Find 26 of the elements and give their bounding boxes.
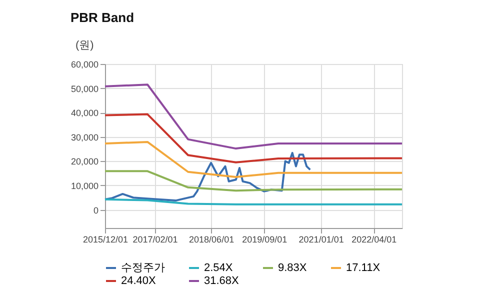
- legend-label: 2.54X: [204, 262, 234, 274]
- y-axis-title: (원): [76, 40, 94, 52]
- x-tick-label: 2015/12/01: [82, 234, 128, 244]
- x-tick-label: 2021/01/01: [298, 234, 344, 244]
- x-tick-label: 2018/06/01: [189, 234, 234, 244]
- chart-title: PBR Band: [70, 10, 134, 25]
- y-tick-label: 10,000: [70, 180, 98, 191]
- legend-label: 수정주가: [121, 262, 165, 274]
- y-tick-label: 50,000: [70, 84, 98, 94]
- x-tick-label: 2019/09/01: [242, 234, 288, 244]
- y-tick-label: 60,000: [70, 60, 98, 70]
- x-tick-label: 2022/04/01: [352, 234, 397, 244]
- legend-label: 24.40X: [121, 275, 157, 287]
- y-tick-label: 20,000: [70, 156, 98, 167]
- line-series: [104, 84, 403, 150]
- y-tick-label: 0: [93, 205, 98, 216]
- line-series: [104, 140, 403, 178]
- legend-label: 17.11X: [346, 262, 381, 274]
- legend-label: 31.68X: [204, 275, 240, 287]
- line-series: [104, 152, 312, 202]
- y-tick-label: 30,000: [70, 132, 98, 142]
- legend-label: 9.83X: [278, 262, 308, 274]
- x-tick-label: 2017/02/01: [132, 234, 178, 244]
- line-series: [104, 170, 403, 192]
- line-series: [104, 113, 403, 164]
- y-tick-label: 40,000: [70, 108, 98, 118]
